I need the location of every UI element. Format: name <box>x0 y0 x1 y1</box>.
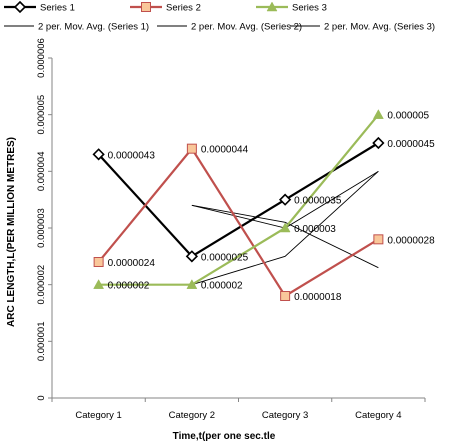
triangle-marker <box>186 279 198 289</box>
triangle-marker <box>372 109 384 119</box>
y-tick-label: 0.000006 <box>36 38 47 78</box>
triangle-marker <box>279 222 291 233</box>
data-label: 0.000002 <box>108 281 150 292</box>
data-labels: 0.0000043 0.0000025 0.0000035 0.0000045 0.00… <box>108 111 435 303</box>
trendline-3 <box>191 171 379 286</box>
square-marker <box>93 257 104 267</box>
data-label: 0.0000025 <box>201 252 249 263</box>
legend-label: 2 per. Mov. Avg. (Series 1) <box>38 22 149 33</box>
data-label: 0.0000035 <box>294 196 342 207</box>
series-line-2 <box>97 146 379 298</box>
diamond-marker <box>185 250 199 263</box>
triangle-marker <box>266 1 278 12</box>
y-tick-label: 0 <box>36 395 47 400</box>
y-tick-label: 0.000005 <box>36 95 47 135</box>
legend-label: Series 3 <box>292 3 327 14</box>
legend-label: Series 1 <box>40 3 75 14</box>
square-marker <box>373 234 384 245</box>
series-lines <box>92 109 385 301</box>
y-tick-label: 0.000004 <box>36 152 47 192</box>
axes: 0 0.000001 0.000002 0.000003 0.000004 0.00000… <box>36 38 426 421</box>
legend-label: Series 2 <box>166 3 201 14</box>
y-tick-label: 0.000002 <box>36 265 47 305</box>
data-label: 0.000003 <box>294 224 336 235</box>
x-tick-label: Category 1 <box>75 410 121 421</box>
series-line-3 <box>98 113 380 286</box>
x-tick-label: Category 3 <box>262 410 308 421</box>
data-label: 0.000002 <box>201 281 243 292</box>
data-label: 0.0000018 <box>294 292 342 303</box>
triangle-marker <box>93 279 105 289</box>
diamond-marker <box>372 136 385 150</box>
square-marker <box>186 143 197 154</box>
data-label: 0.0000043 <box>108 150 156 161</box>
data-label: 0.0000045 <box>387 139 435 150</box>
legend: Series 1 Series 2 Series 3 2 per. Mov. Avg.… <box>4 0 435 33</box>
legend-label: 2 per. Mov. Avg. (Series 3) <box>324 22 435 33</box>
legend-label: 2 per. Mov. Avg. (Series 2) <box>191 22 302 33</box>
data-label: 0.0000044 <box>201 145 249 156</box>
y-tick-label: 0.000003 <box>36 208 47 248</box>
y-tick-label: 0.000001 <box>36 322 47 362</box>
square-marker <box>280 291 291 301</box>
y-axis-title: ARC LENGTH,L(PER MILLION METRES) <box>6 137 17 327</box>
trendline-2 <box>191 204 379 269</box>
data-label: 0.000005 <box>387 111 429 122</box>
x-tick-label: Category 4 <box>355 410 401 421</box>
data-label: 0.0000028 <box>387 235 435 246</box>
square-marker <box>141 2 151 12</box>
x-axis-title: Time,t(per one sec.tle <box>173 431 276 442</box>
data-label: 0.0000024 <box>108 258 156 269</box>
diamond-marker <box>92 148 105 161</box>
x-tick-label: Category 2 <box>169 410 215 421</box>
diamond-marker <box>13 0 27 14</box>
diamond-marker <box>278 193 292 206</box>
